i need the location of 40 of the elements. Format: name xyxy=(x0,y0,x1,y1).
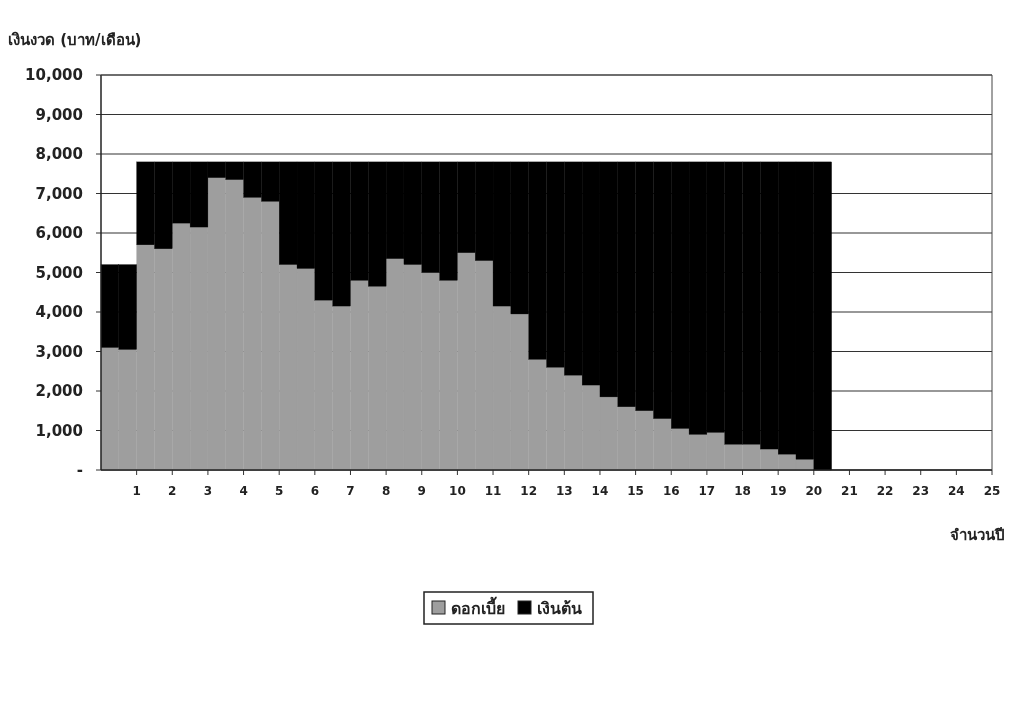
x-tick-label: 17 xyxy=(698,484,716,498)
x-tick-label: 15 xyxy=(627,484,644,498)
x-tick-label: 19 xyxy=(769,484,787,498)
legend-label: ดอกเบี้ย xyxy=(451,596,505,618)
x-tick-label: 18 xyxy=(734,484,751,498)
x-tick-label: 7 xyxy=(346,484,355,498)
y-tick-label: 10,000 xyxy=(25,66,83,84)
x-tick-label: 25 xyxy=(983,484,1001,498)
x-tick-label: 6 xyxy=(310,484,320,498)
x-tick-label: 23 xyxy=(912,484,930,498)
y-tick-label: 3,000 xyxy=(35,342,83,361)
x-tick-label: 12 xyxy=(520,484,538,498)
y-tick-label: 4,000 xyxy=(35,303,83,321)
y-tick-label: 8,000 xyxy=(35,145,83,163)
x-tick-label: 1 xyxy=(132,484,141,498)
x-tick-label: 2 xyxy=(168,484,177,498)
x-tick-label: 22 xyxy=(876,484,894,498)
x-tick-label: 14 xyxy=(591,484,609,498)
x-tick-label: 11 xyxy=(484,484,502,498)
x-tick-label: 16 xyxy=(662,484,680,498)
y-tick-label: - xyxy=(76,461,83,479)
x-tick-label: 24 xyxy=(948,484,965,498)
x-tick-label: 9 xyxy=(417,484,426,498)
x-axis-title: จำนวนปี xyxy=(950,526,1005,544)
x-tick-label: 8 xyxy=(381,484,391,498)
y-axis-title: เงินงวด (บาท/เดือน) xyxy=(8,31,142,49)
x-tick-label: 3 xyxy=(203,484,213,498)
y-tick-label: 7,000 xyxy=(35,184,83,203)
y-tick-label: 5,000 xyxy=(35,263,83,282)
x-tick-label: 20 xyxy=(805,484,823,498)
x-tick-label: 13 xyxy=(555,484,573,498)
y-tick-label: 1,000 xyxy=(35,421,83,440)
y-tick-label: 6,000 xyxy=(35,224,83,242)
legend-label: เงินต้น xyxy=(537,599,582,618)
x-tick-label: 5 xyxy=(275,484,284,498)
y-tick-label: 2,000 xyxy=(35,382,83,400)
x-tick-label: 4 xyxy=(239,484,248,498)
x-tick-label: 21 xyxy=(841,484,858,498)
x-tick-label: 10 xyxy=(449,484,466,498)
y-tick-label: 9,000 xyxy=(35,105,83,124)
